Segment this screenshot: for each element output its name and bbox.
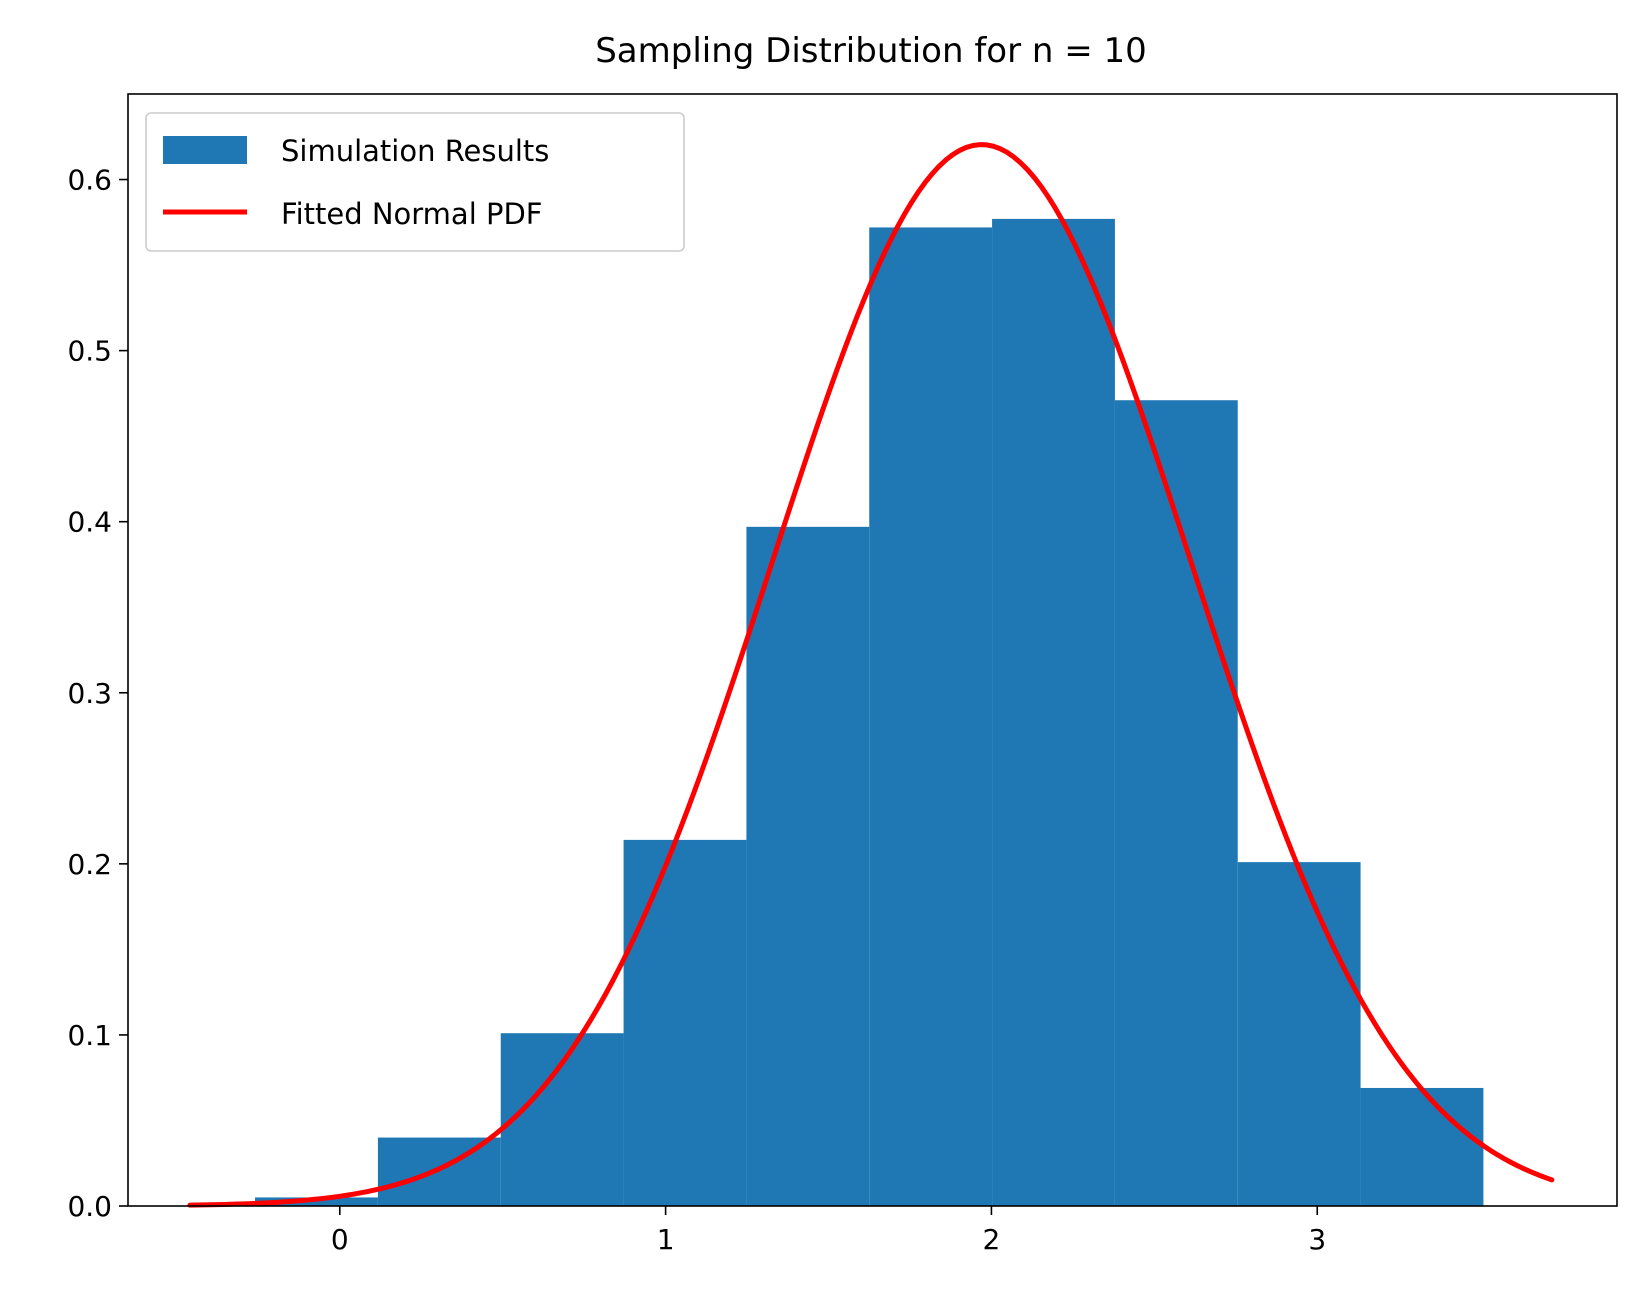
histogram-bar — [255, 1197, 378, 1206]
legend-label-pdf: Fitted Normal PDF — [281, 197, 542, 231]
y-tick-label: 0.0 — [67, 1190, 112, 1223]
histogram-bar — [1360, 1087, 1484, 1206]
histogram-bar — [1114, 400, 1238, 1207]
legend: Simulation Results Fitted Normal PDF — [145, 112, 685, 252]
histogram-bar — [1237, 862, 1361, 1206]
histogram-bar — [623, 839, 747, 1206]
histogram-bar — [869, 227, 993, 1206]
fitted-normal-pdf-line — [187, 142, 1555, 1208]
x-tick-label: 2 — [983, 1223, 1001, 1256]
legend-swatch-simulation — [163, 136, 247, 164]
histogram-bars — [255, 218, 1484, 1207]
legend-box — [145, 112, 685, 252]
y-tick-label: 0.5 — [67, 335, 112, 368]
y-tick-label: 0.6 — [67, 164, 112, 197]
chart-title: Sampling Distribution for n = 10 — [595, 31, 1147, 71]
x-tick-label: 3 — [1308, 1223, 1326, 1256]
y-tick-label: 0.2 — [67, 848, 112, 881]
x-tick-label: 0 — [331, 1223, 349, 1256]
y-tick-label: 0.1 — [67, 1019, 112, 1052]
y-tick-label: 0.4 — [67, 506, 112, 539]
histogram-bar — [992, 218, 1115, 1206]
y-tick-label: 0.3 — [67, 677, 112, 710]
histogram-bar — [746, 526, 870, 1206]
plot-frame — [127, 93, 1618, 1207]
x-tick-label: 1 — [657, 1223, 675, 1256]
legend-label-simulation: Simulation Results — [281, 134, 549, 168]
axes: 0 1 2 3 0.0 0.1 0.2 0.3 0.4 0.5 0.6 — [67, 93, 1618, 1256]
pdf-curve-group — [187, 142, 1555, 1208]
histogram-bar — [377, 1137, 501, 1206]
